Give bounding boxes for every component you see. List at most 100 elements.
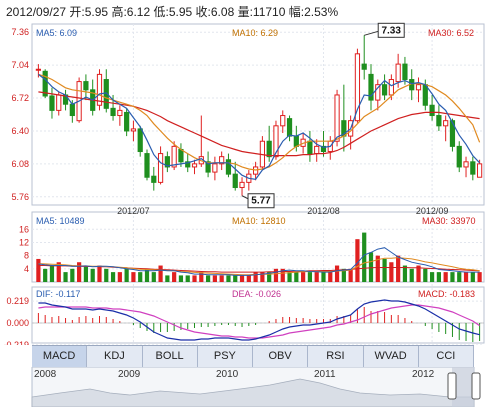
volume-bar [348,268,353,282]
candle-body [381,84,388,96]
candle-body [388,79,394,96]
candle-body [273,125,279,158]
candle-body [69,103,75,117]
volume-tick-label: 8 [24,251,29,261]
volume-bar [321,272,326,282]
timeline-year-2008: 2008 [34,369,57,380]
volume-bar [165,275,170,282]
candle-body [225,159,232,175]
candle-body [83,81,89,91]
price-tick-label: 6.40 [11,126,29,136]
candle-body [239,181,245,189]
macd-tick-label: 0.219 [6,296,29,306]
candle-body [402,63,408,81]
timeline-navigator[interactable]: 2008 2009 2010 2011 2012 [0,367,490,407]
volume-bar [233,275,238,282]
quote-change: 幅:2.53% [288,5,339,19]
candle-body [96,73,103,106]
price-tick-label: 5.76 [11,192,29,202]
volume-bar [212,275,217,282]
tab-macd[interactable]: MACD [32,346,88,368]
candle-body [436,115,442,127]
candle-body [395,63,401,83]
volume-bar [144,268,150,282]
volume-bar [375,255,380,282]
volume-bar [246,275,251,282]
volume-bar [477,272,482,282]
volume-bar [239,275,245,282]
volume-bar [429,272,435,282]
candle-body [35,68,41,71]
panel-frame-0 [31,23,485,206]
volume-bar [301,272,306,282]
volume-bar [294,272,299,282]
tab-obv[interactable]: OBV [253,346,309,368]
candle-body [232,173,238,189]
navigator-right-handle[interactable] [471,372,481,400]
candle-body [429,104,435,117]
volume-bar [172,272,177,282]
candle-body [164,156,170,168]
volume-bar [158,265,163,282]
price-tick-label: 7.36 [11,27,29,37]
volume-bar [287,272,292,282]
candle-body [280,115,286,127]
price-ma10-label: MA10: 6.29 [232,28,279,38]
macd-dea-label: DEA: -0.026 [232,289,282,299]
candle-body [124,111,130,132]
macd-panel [32,299,484,342]
low-marker-value: 5.77 [251,196,271,207]
volume-bar [436,272,441,282]
navigator-selection[interactable] [452,367,474,407]
volume-ma10-label: MA10: 12810 [232,216,286,226]
volume-bar [416,265,421,282]
volume-bar [402,265,408,282]
candle-body [314,145,320,155]
quote-open: 开:5.95 [69,5,109,19]
volume-bar [341,268,346,282]
chart-canvas[interactable]: 7.33 5.77 7.36 7.04 6.72 6.40 6.08 5.76 2012/07… [0,0,490,345]
navigator-left-handle[interactable] [447,372,457,400]
candle-body [293,135,299,147]
volume-bar [389,262,394,282]
price-ma5-label: MA5: 6.09 [36,28,78,38]
volume-bar [117,272,122,282]
volume-bar [314,272,319,282]
volume-bar [63,272,68,282]
volume-bar [273,268,279,282]
tab-wvad[interactable]: WVAD [364,346,419,368]
tab-boll[interactable]: BOLL [143,346,198,368]
candle-body [375,84,381,101]
volume-bar [457,272,462,282]
candle-body [307,140,313,155]
volume-bar [151,272,156,282]
volume-bar [253,272,258,282]
timeline-year-2012: 2012 [412,369,435,380]
chart-grid [31,23,485,345]
tab-kdj[interactable]: KDJ [87,346,143,368]
volume-bar [334,265,340,282]
volume-bar [470,272,475,282]
candle-body [334,94,340,142]
candle-body [42,70,48,97]
volume-tick-label: 16 [19,224,29,234]
quote-volume: 量:11710 [237,5,286,19]
volume-bar [267,272,272,282]
volume-bar [131,272,136,282]
panel-frame-1 [31,211,485,283]
volume-bar [423,268,428,282]
volume-bar [124,268,129,282]
tab-rsi[interactable]: RSI [308,346,364,368]
high-marker-box [377,22,405,38]
volume-bar [90,268,95,282]
volume-bar [219,275,224,282]
tab-cci[interactable]: CCI [419,346,474,368]
volume-bar [49,265,55,282]
price-panel: 7.33 5.77 [35,22,483,209]
volume-bar [178,275,184,282]
quote-header: 2012/09/27 开:5.95 高:6.12 低:5.95 收:6.08 量… [6,3,338,20]
candle-body [137,128,143,153]
timeline-year-2009: 2009 [118,369,141,380]
price-tick-label: 7.04 [11,60,29,70]
tab-psy[interactable]: PSY [198,346,253,368]
